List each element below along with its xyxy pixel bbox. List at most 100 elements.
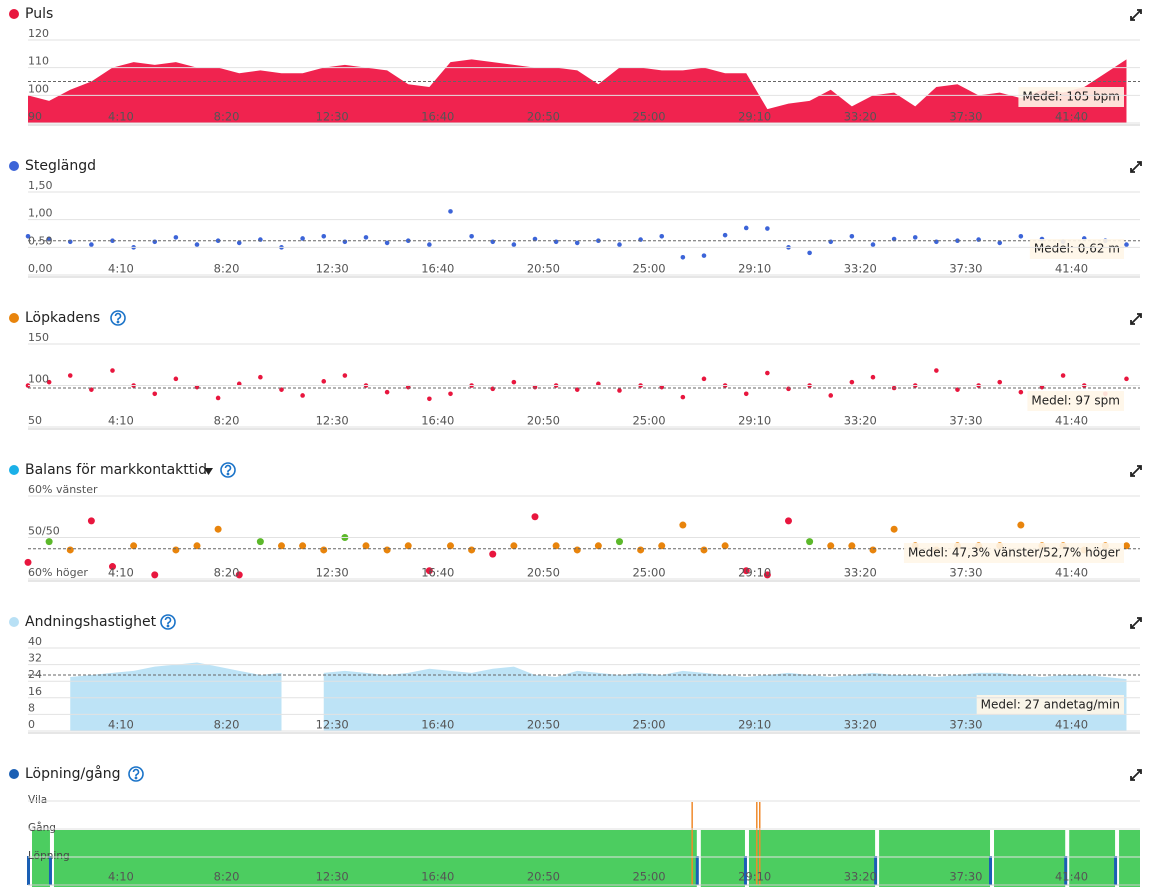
chart-title: Steglängd <box>25 158 96 174</box>
point <box>87 517 95 525</box>
x-tick-label: 4:10 <box>108 870 134 884</box>
point <box>236 240 242 246</box>
x-tick-label: 8:20 <box>214 566 240 580</box>
x-tick-label: 33:20 <box>844 566 877 580</box>
y-tick-label: Vila <box>28 794 47 806</box>
y-tick-label: 0,00 <box>28 262 53 275</box>
point <box>1018 233 1024 239</box>
x-tick-label: 4:10 <box>108 262 134 276</box>
point <box>110 368 115 373</box>
point <box>448 209 453 214</box>
expand-icon[interactable] <box>1130 465 1142 477</box>
point <box>67 373 73 378</box>
point <box>193 542 201 550</box>
point <box>997 240 1003 246</box>
expand-icon[interactable] <box>1130 161 1142 173</box>
point <box>510 542 518 550</box>
x-tick-label: 16:40 <box>421 718 454 732</box>
mean-label: Medel: 105 bpm <box>1022 90 1120 104</box>
y-tick-label: 100 <box>28 373 49 386</box>
chart-panel: Löpkadens 50 100 150 Medel: 97 spm 4:10 8:20 12… <box>9 310 1142 430</box>
y-tick-label: 150 <box>28 331 49 344</box>
point <box>108 563 116 571</box>
point <box>765 370 770 376</box>
point <box>511 242 517 247</box>
point <box>848 542 856 550</box>
point <box>955 238 960 243</box>
point <box>596 381 601 387</box>
point <box>384 240 390 246</box>
point <box>680 394 686 400</box>
transition-bar <box>1114 856 1118 885</box>
point <box>574 387 580 392</box>
y-tick-label: 90 <box>28 110 42 123</box>
point <box>679 521 687 529</box>
point <box>258 237 263 242</box>
marks <box>70 662 1127 731</box>
point <box>152 391 158 397</box>
expand-icon[interactable] <box>1130 617 1142 629</box>
help-icon[interactable] <box>220 462 236 478</box>
point <box>722 232 728 238</box>
overlay: 90 100 110 120 Medel: 105 bpm 4:10 8:20 12:30 16… <box>28 27 1140 124</box>
x-tick-label: 41:40 <box>1055 110 1088 124</box>
point <box>997 379 1003 385</box>
help-icon[interactable] <box>110 310 126 326</box>
title-dot <box>9 769 19 779</box>
point <box>342 373 348 378</box>
dropdown-arrow[interactable] <box>204 468 213 475</box>
x-tick-label: 20:50 <box>527 110 560 124</box>
y-tick-label: 16 <box>28 685 42 698</box>
point <box>258 374 263 380</box>
point <box>300 236 305 241</box>
x-tick-label: 8:20 <box>214 870 240 884</box>
help-icon[interactable] <box>160 614 176 630</box>
mean-label-bg <box>976 695 1124 715</box>
expand-icon[interactable] <box>1130 769 1142 781</box>
x-tick-label: 25:00 <box>632 566 665 580</box>
marks <box>27 802 1140 887</box>
point <box>1124 376 1129 382</box>
expand-icon[interactable] <box>1130 9 1142 21</box>
point <box>448 391 453 397</box>
mean-label-bg <box>903 543 1124 563</box>
point <box>446 542 454 550</box>
point <box>680 254 686 260</box>
point <box>849 379 855 385</box>
x-tick-label: 37:30 <box>949 718 982 732</box>
point <box>490 386 496 392</box>
point <box>617 242 622 247</box>
point <box>701 253 707 258</box>
y-tick-label: 1,50 <box>28 179 53 192</box>
point <box>786 386 791 392</box>
y-tick-label: 100 <box>28 82 49 95</box>
x-tick-label: 29:10 <box>738 110 771 124</box>
point <box>700 546 708 554</box>
point <box>870 374 876 380</box>
point <box>299 542 307 550</box>
x-tick-label: 29:10 <box>738 414 771 428</box>
y-tick-label: Gång <box>28 821 56 834</box>
expand-icon[interactable] <box>1130 313 1142 325</box>
point <box>765 226 770 231</box>
y-tick-label: 50/50 <box>28 525 60 538</box>
x-tick-label: 33:20 <box>844 110 877 124</box>
point <box>721 542 729 550</box>
point <box>532 236 538 242</box>
point <box>45 538 53 546</box>
point <box>152 239 158 245</box>
point <box>277 542 285 550</box>
y-tick-label: 1,00 <box>28 207 53 220</box>
transition-bar <box>743 856 747 885</box>
x-tick-label: 37:30 <box>949 110 982 124</box>
overlay: 60% höger 50/50 60% vänster Medel: 47,3% vä… <box>28 483 1140 580</box>
point <box>1122 542 1130 550</box>
point <box>511 379 517 385</box>
transition-bar <box>874 856 878 885</box>
point <box>46 379 52 385</box>
point <box>701 376 707 382</box>
help-icon[interactable] <box>128 766 144 782</box>
